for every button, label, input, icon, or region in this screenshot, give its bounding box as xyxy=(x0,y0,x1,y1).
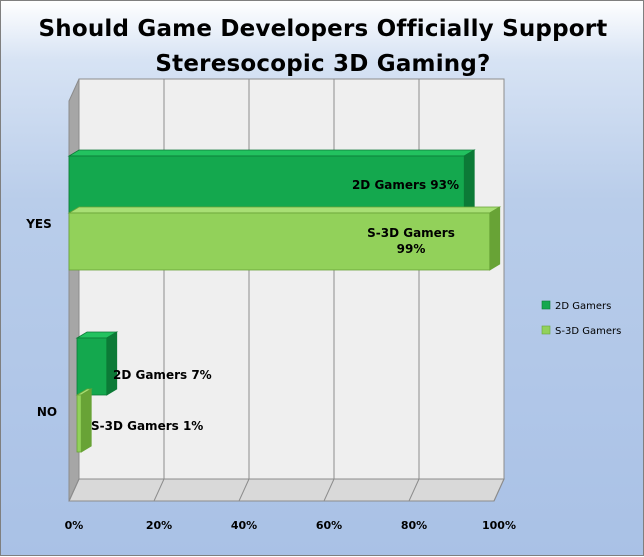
x-tick-label: 100% xyxy=(482,519,516,532)
x-tick-label: 80% xyxy=(401,519,427,532)
bar-front-face xyxy=(68,155,465,214)
bar-s-3d-gamers-no xyxy=(75,388,93,453)
legend-swatch xyxy=(541,325,551,335)
bar-side-face xyxy=(463,149,475,214)
gridline-floor xyxy=(238,478,250,502)
gridline-floor xyxy=(493,478,505,502)
floor xyxy=(68,478,505,502)
bar-top-face xyxy=(67,206,502,214)
x-tick-label: 20% xyxy=(146,519,172,532)
gridline-floor xyxy=(153,478,165,502)
bar-2d-gamers-yes xyxy=(67,149,476,214)
data-label: S-3D Gamers 1% xyxy=(91,419,203,433)
bar-front-face xyxy=(76,337,108,396)
bar-side-face xyxy=(489,206,501,271)
data-label-line: S-3D Gamers xyxy=(367,226,455,240)
bar-s-3d-gamers-yes xyxy=(67,206,502,271)
bar-2d-gamers-no xyxy=(75,331,119,396)
bar-side-face xyxy=(80,388,92,453)
y-category-label: YES xyxy=(25,217,52,231)
data-label: 2D Gamers 7% xyxy=(113,368,212,382)
gridline-floor xyxy=(68,478,80,502)
bar-front-face xyxy=(68,212,491,271)
legend-label: 2D Gamers xyxy=(555,301,611,312)
chart-title-line-1: Should Game Developers Officially Suppor… xyxy=(38,16,608,42)
x-tick-label: 40% xyxy=(231,519,257,532)
gridline-floor xyxy=(408,478,420,502)
bar-side-face xyxy=(106,331,118,396)
x-tick-label: 0% xyxy=(65,519,84,532)
data-label-line: 99% xyxy=(397,242,426,256)
x-tick-label: 60% xyxy=(316,519,342,532)
data-label: 2D Gamers 93% xyxy=(352,178,459,192)
legend-label: S-3D Gamers xyxy=(555,326,621,337)
bar-top-face xyxy=(67,149,476,157)
y-category-label: NO xyxy=(37,405,57,419)
legend-swatch xyxy=(541,300,551,310)
chart-title-line-2: Steresocopic 3D Gaming? xyxy=(155,51,491,77)
gridline-floor xyxy=(323,478,335,502)
data-label: S-3D Gamers 99% xyxy=(367,226,455,256)
bar-front-face xyxy=(76,394,82,453)
